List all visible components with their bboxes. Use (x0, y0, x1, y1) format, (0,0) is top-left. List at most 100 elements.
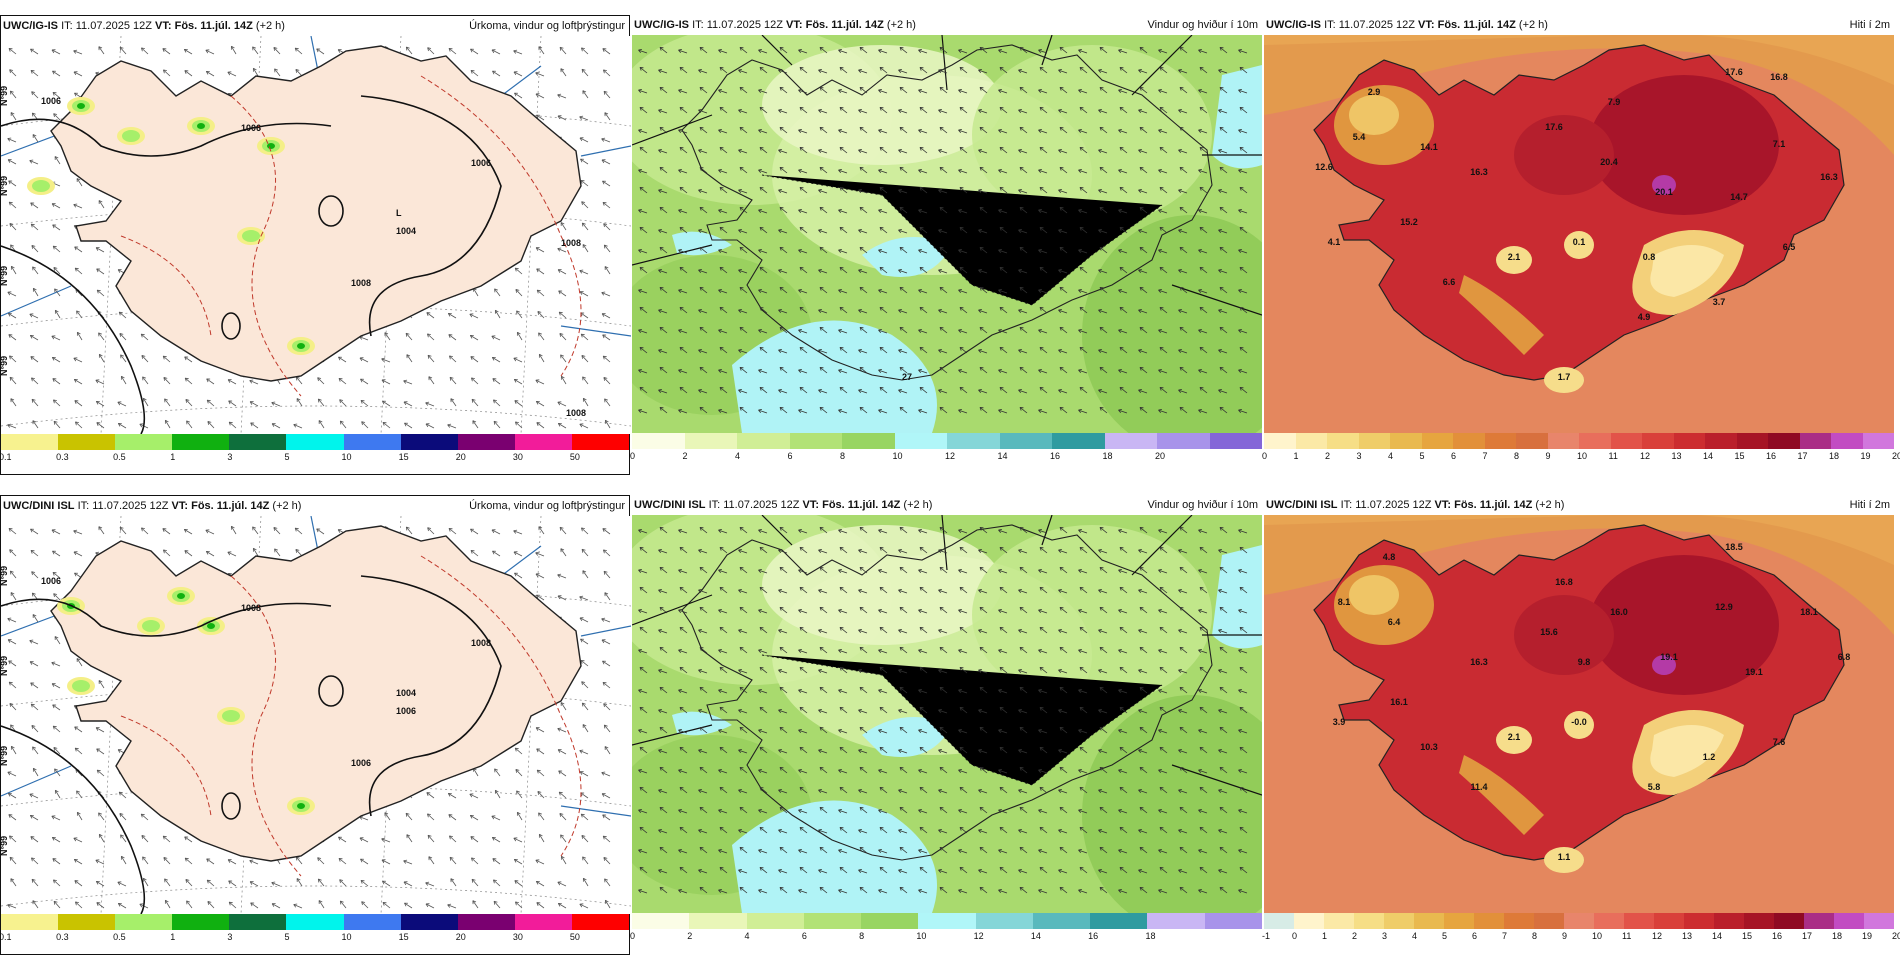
init-time: IT: 11.07.2025 12Z (709, 499, 800, 511)
colorbar-tick-label: 9 (1562, 931, 1567, 941)
temperature-value-label: 9.8 (1578, 657, 1591, 667)
init-time: IT: 11.07.2025 12Z (78, 500, 169, 512)
lead-time: (+2 h) (1519, 19, 1548, 31)
colorbar-segment (401, 914, 458, 930)
colorbar-tick-label: 14 (998, 451, 1008, 461)
wind-map-svg (632, 515, 1262, 913)
colorbar-tick-label: 20 (1892, 451, 1900, 461)
colorbar-segment (115, 434, 172, 450)
colorbar-tick-label: 2 (1325, 451, 1330, 461)
temperature-value-label: 18.1 (1800, 607, 1818, 617)
colorbar-segment (842, 433, 895, 449)
gust-value-label: 27 (902, 372, 912, 382)
colorbar-segment (1327, 433, 1359, 449)
temperature-value-label: 12.9 (1715, 602, 1733, 612)
temperature-value-label: 16.3 (1470, 657, 1488, 667)
colorbar-segment (572, 434, 629, 450)
colorbar-segment (976, 913, 1033, 929)
colorbar-segment (737, 433, 790, 449)
colorbar-segment (1516, 433, 1548, 449)
colorbar-tick-label: 10 (916, 931, 926, 941)
temperature-value-label: 6.4 (1388, 617, 1401, 627)
pressure-label: 1006 (351, 758, 371, 768)
colorbar-segment (1264, 433, 1296, 449)
colorbar-segment (1804, 913, 1834, 929)
panel-header: UWC/DINI ISL IT: 11.07.2025 12Z VT: Fös.… (1, 496, 629, 516)
colorbar-segment (1654, 913, 1684, 929)
colorbar-tick-label: 8 (1532, 931, 1537, 941)
colorbar-segment (947, 433, 1000, 449)
colorbar-tick-label: 4 (1388, 451, 1393, 461)
temperature-value-label: 8.1 (1338, 597, 1351, 607)
colorbar-segment (572, 914, 629, 930)
temperature-value-label: -0.0 (1571, 717, 1587, 727)
latitude-label: N°99 (1, 656, 9, 676)
colorbar-segment (1, 914, 58, 930)
temperature-value-label: 4.1 (1328, 237, 1341, 247)
wind-map[interactable] (632, 515, 1262, 913)
colorbar-segment (689, 913, 746, 929)
temperature-value-label: 2.9 (1368, 87, 1381, 97)
colorbar-segment (1800, 433, 1832, 449)
colorbar-segment (458, 914, 515, 930)
temperature-value-label: 15.6 (1540, 627, 1558, 637)
colorbar-tick-label: 2 (687, 931, 692, 941)
colorbar-tick-label: 16 (1766, 451, 1776, 461)
colorbar-segment (1157, 433, 1210, 449)
temperature-value-label: 14.1 (1420, 142, 1438, 152)
init-time: IT: 11.07.2025 12Z (1324, 19, 1415, 31)
colorbar-segment (1674, 433, 1706, 449)
colorbar-segment (1737, 433, 1769, 449)
colorbar-segment (685, 433, 738, 449)
temperature-value-label: 16.3 (1470, 167, 1488, 177)
colorbar-segment (1504, 913, 1534, 929)
colorbar-tick-label: 20 (456, 932, 466, 942)
lead-time: (+2 h) (256, 20, 285, 32)
temperature-value-label: 17.6 (1725, 67, 1743, 77)
colorbar-segment (172, 434, 229, 450)
colorbar-tick-label: 14 (1703, 451, 1713, 461)
colorbar-segment (1090, 913, 1147, 929)
colorbar-tick-label: 11 (1622, 931, 1631, 941)
colorbar-tick-label: 1 (1322, 931, 1327, 941)
colorbar-segment (747, 913, 804, 929)
colorbar-segment (918, 913, 975, 929)
temperature-value-label: 3.9 (1333, 717, 1346, 727)
colorbar-tick-label: 17 (1798, 451, 1808, 461)
wind-map[interactable]: 27 (632, 35, 1262, 433)
temp-colorbar-ticks: 0123456789101112131415161718192021 (1264, 451, 1894, 465)
temperature-value-label: 6.8 (1838, 652, 1851, 662)
pressure-label: L (396, 208, 402, 218)
temperature-value-label: 2.1 (1508, 252, 1521, 262)
temperature-value-label: 5.4 (1353, 132, 1366, 142)
valid-time: VT: Fös. 11.júl. 14Z (172, 500, 270, 512)
row1-precip-panel: UWC/IG-IS IT: 11.07.2025 12Z VT: Fös. 11… (0, 15, 630, 475)
temperature-value-label: 20.4 (1600, 157, 1618, 167)
colorbar-tick-label: 0 (1262, 451, 1267, 461)
colorbar-tick-label: 2 (1352, 931, 1357, 941)
colorbar-segment (1548, 433, 1580, 449)
colorbar-segment (1705, 433, 1737, 449)
colorbar-segment (1831, 433, 1863, 449)
colorbar-segment (401, 434, 458, 450)
model-name: UWC/IG-IS (632, 19, 689, 31)
row2-precip-panel: UWC/DINI ISL IT: 11.07.2025 12Z VT: Fös.… (0, 495, 630, 955)
pressure-label: 1006 (41, 576, 61, 586)
pressure-label: 1004 (396, 688, 416, 698)
colorbar-tick-label: 7 (1502, 931, 1507, 941)
precip-map-svg: L1004100610061006100810081008N°99N°99N°9… (1, 36, 631, 434)
wind-colorbar (632, 913, 1262, 929)
colorbar-tick-label: 30 (513, 452, 523, 462)
colorbar-segment (286, 434, 343, 450)
colorbar-segment (1264, 913, 1294, 929)
colorbar-tick-label: 18 (1103, 451, 1113, 461)
temperature-value-label: 19.1 (1660, 652, 1678, 662)
colorbar-tick-label: -1 (1262, 931, 1270, 941)
temperature-value-label: 11.4 (1470, 782, 1487, 792)
colorbar-segment (172, 914, 229, 930)
